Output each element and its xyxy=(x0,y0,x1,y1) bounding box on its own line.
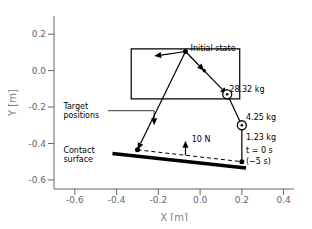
svg-text:Contactsurface: Contactsurface xyxy=(63,145,94,163)
svg-text:Initial state: Initial state xyxy=(191,44,236,53)
svg-text:4.25 kg: 4.25 kg xyxy=(246,113,276,122)
svg-text:28.32 kg: 28.32 kg xyxy=(229,84,264,93)
svg-text:0.4: 0.4 xyxy=(276,195,291,205)
svg-text:-0.2: -0.2 xyxy=(28,102,46,112)
svg-text:Y [m]: Y [m] xyxy=(8,89,18,117)
svg-text:-0.6: -0.6 xyxy=(28,175,46,185)
svg-text:-0.4: -0.4 xyxy=(108,195,126,205)
svg-text:t = 0 s: t = 0 s xyxy=(246,145,273,154)
svg-text:0.2: 0.2 xyxy=(235,195,249,205)
svg-text:0.0: 0.0 xyxy=(32,66,47,76)
svg-text:Targetpositions: Targetpositions xyxy=(62,102,99,120)
svg-text:-0.4: -0.4 xyxy=(28,139,46,149)
svg-text:10 N: 10 N xyxy=(192,134,211,143)
svg-text:0.0: 0.0 xyxy=(193,195,208,205)
svg-text:(−5 s): (−5 s) xyxy=(246,156,271,165)
svg-text:0.2: 0.2 xyxy=(32,29,46,39)
svg-text:1.23 kg: 1.23 kg xyxy=(246,133,276,142)
svg-text:-0.2: -0.2 xyxy=(150,195,168,205)
svg-text:X [m]: X [m] xyxy=(160,212,188,221)
svg-text:-0.6: -0.6 xyxy=(66,195,84,205)
